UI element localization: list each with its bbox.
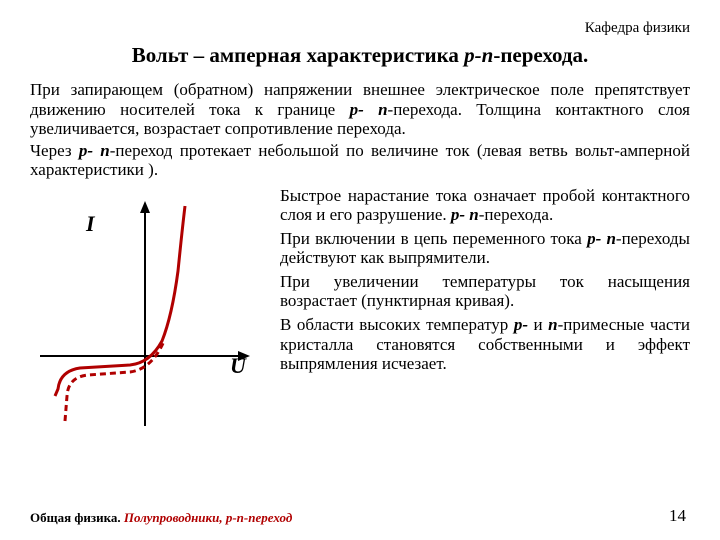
r2-text-a: При включении в цепь переменного тока [280,229,587,248]
footer-black: Общая физика. [30,510,124,525]
title-pn: p-n [464,43,493,67]
pn-label-r1: р- n [451,205,479,224]
p-label-r4: р- [514,315,528,334]
right-para-3: При увеличении температуры ток насыщения… [280,272,690,311]
arrow-vertical [140,201,150,213]
p2-text-b: -переход протекает небольшой по величине… [30,141,690,180]
axis-label-i: I [85,211,96,236]
footer: Общая физика. Полупроводники, p-n-перехо… [30,510,292,526]
page-title: Вольт – амперная характеристика p-n-пере… [30,43,690,68]
page-number: 14 [669,506,686,526]
pn-label: р- n [79,141,110,160]
right-para-1: Быстрое нарастание тока означает пробой … [280,186,690,225]
p-label: р- [350,100,379,119]
content-row: I U Быстрое нарастание тока означает про… [30,186,690,451]
chart-column: I U [30,186,270,451]
pn-label-r2: р- n [587,229,616,248]
n-label-r4: n [548,315,557,334]
p2-text-a: Через [30,141,79,160]
n-label: n [378,100,387,119]
right-text-column: Быстрое нарастание тока означает пробой … [270,186,690,451]
title-prefix: Вольт – амперная характеристика [132,43,464,67]
department-label: Кафедра физики [30,20,690,37]
r4-text-a: В области высоких температур [280,315,514,334]
paragraph-2: Через р- n-переход протекает небольшой п… [30,141,690,180]
footer-red: Полупроводники, p-n-переход [124,510,292,525]
right-para-4: В области высоких температур р- и n-прим… [280,315,690,374]
axis-label-u: U [230,353,247,378]
paragraph-1: При запирающем (обратном) напряжении вне… [30,80,690,139]
right-para-2: При включении в цепь переменного тока р-… [280,229,690,268]
iv-chart: I U [30,186,260,446]
title-suffix: -перехода. [493,43,588,67]
r1-text-b: -перехода. [479,205,553,224]
iv-curve-solid [55,206,185,396]
iv-curve-dashed [65,341,164,421]
